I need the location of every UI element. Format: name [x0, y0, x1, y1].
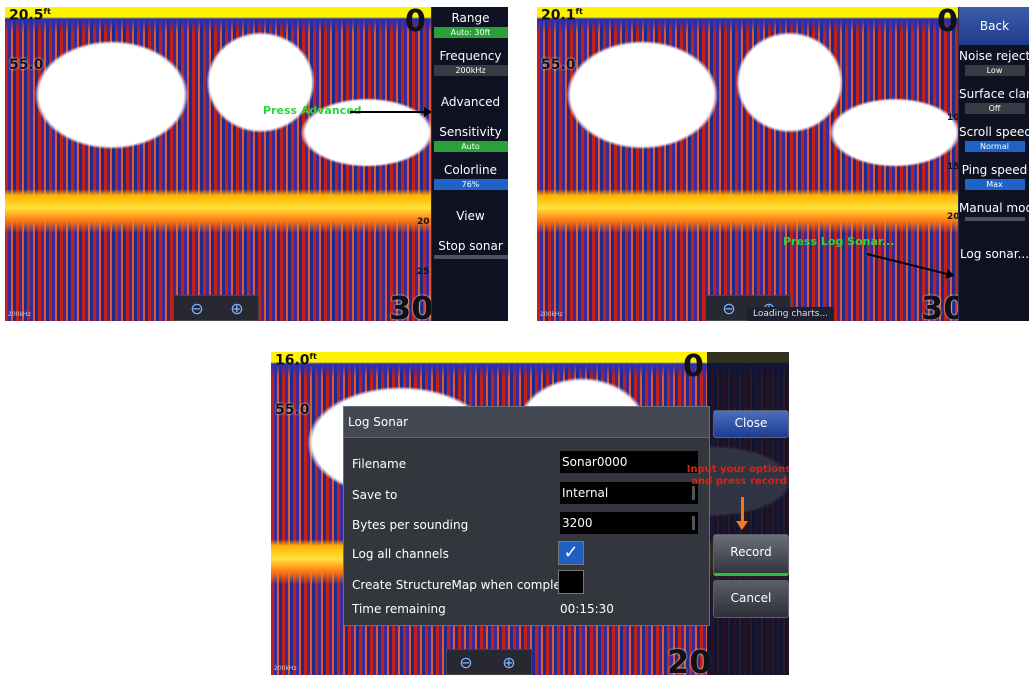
range-bottom-label: 30 [389, 289, 434, 321]
frequency-label: 200kHz [274, 665, 297, 672]
menu-item-stop-sonar[interactable]: Stop sonar [432, 235, 508, 273]
loading-status: Loading charts... [747, 307, 835, 321]
menu-item-noise-rejection[interactable]: Noise rejectionLow [959, 49, 1029, 76]
menu-item-colorline[interactable]: Colorline 76% [432, 159, 508, 197]
annotation-text: Press Log Sonar... [783, 235, 895, 248]
sonar-display [537, 7, 958, 321]
filename-field[interactable]: Sonar0000 [560, 451, 698, 473]
close-button[interactable]: Close [713, 410, 789, 438]
zoom-in-icon[interactable]: ⊕ [502, 653, 516, 672]
zoom-out-icon[interactable]: ⊖ [722, 299, 736, 318]
screenshot-advanced-menu: 20.5ft 55.0 0 20 25 30 Press Advanced ⊖ … [5, 7, 508, 321]
log-sonar-dialog: Log Sonar Filename Sonar0000 Save to Int… [343, 406, 710, 626]
menu-item-back[interactable]: Back [959, 7, 1029, 45]
menu-item-log-sonar[interactable]: Log sonar... [959, 247, 1029, 261]
time-remaining-value: 00:15:30 [560, 602, 614, 616]
temperature-readout: 55.0 [275, 402, 310, 418]
menu-item-scroll-speed[interactable]: Scroll speed Normal [959, 125, 1029, 152]
log-all-channels-label: Log all channels [352, 547, 449, 561]
ruler-label: 20 [947, 212, 960, 222]
arrow-icon [736, 497, 748, 530]
frequency-label: 200kHz [540, 311, 563, 318]
menu-item-advanced[interactable]: Advanced [440, 95, 501, 109]
menu-item-sensitivity[interactable]: Sensitivity Auto [432, 121, 508, 159]
instruction-text: Input your options and press record [686, 464, 789, 487]
save-to-select[interactable]: Internal [560, 482, 698, 504]
temperature-readout: 55.0 [541, 57, 576, 73]
depth-readout: 16.0ft [275, 352, 317, 369]
checkmark-icon: ✓ [563, 542, 579, 563]
screenshot-log-sonar-menu: 20.1ft 55.0 0 10 15 20 30 Press Log Sona… [537, 7, 1029, 321]
sonar-menu: Range Auto: 30ft Frequency 200kHz Advanced… [431, 7, 508, 321]
depth-readout: 20.5ft [9, 7, 51, 24]
frequency-label: 200kHz [8, 311, 31, 318]
range-bottom-label: 20 [667, 643, 712, 675]
ruler-label: 20 [417, 217, 430, 227]
select-caret-icon [692, 486, 695, 500]
range-top-label: 0 [937, 7, 958, 39]
cancel-button[interactable]: Cancel [713, 580, 789, 618]
zoom-in-icon[interactable]: ⊕ [230, 299, 244, 318]
menu-item-frequency[interactable]: Frequency 200kHz [432, 45, 508, 83]
arrow-icon [350, 107, 432, 117]
time-remaining-label: Time remaining [352, 602, 446, 616]
ruler-label: 10 [947, 113, 960, 123]
menu-item-range[interactable]: Range Auto: 30ft [432, 7, 508, 45]
menu-item-manual-mode[interactable]: Manual mode [959, 197, 1029, 235]
menu-item-surface-clarity[interactable]: Surface clarityOff [959, 87, 1029, 114]
depth-readout: 20.1ft [541, 7, 583, 24]
select-caret-icon [692, 516, 695, 530]
filename-label: Filename [352, 457, 407, 471]
dialog-title: Log Sonar [344, 407, 709, 438]
ruler-label: 25 [417, 267, 430, 277]
dimmed-menu [707, 352, 789, 675]
zoom-out-icon[interactable]: ⊖ [190, 299, 204, 318]
create-structuremap-label: Create StructureMap when complete [352, 578, 573, 592]
annotation-text: Press Advanced [263, 104, 362, 117]
zoom-bar [173, 295, 259, 321]
menu-item-ping-speed[interactable]: Ping speed Max [961, 163, 1028, 190]
save-to-label: Save to [352, 488, 398, 502]
menu-item-view[interactable]: View [456, 209, 485, 223]
create-structuremap-checkbox[interactable] [558, 570, 584, 594]
record-button[interactable]: Record [713, 534, 789, 576]
bytes-per-sounding-label: Bytes per sounding [352, 518, 469, 532]
log-all-channels-checkbox[interactable]: ✓ [558, 541, 584, 565]
zoom-out-icon[interactable]: ⊖ [459, 653, 473, 672]
screenshot-log-sonar-dialog: 16.0ft 55.0 0 20 ⊖ ⊕ 200kHz Log Sonar Fi… [271, 352, 789, 675]
ruler-label: 15 [947, 162, 960, 172]
bytes-per-sounding-select[interactable]: 3200 [560, 512, 698, 534]
range-top-label: 0 [405, 7, 426, 39]
advanced-menu: Back Noise rejectionLow Surface clarityO… [958, 7, 1029, 321]
sonar-display [5, 7, 431, 321]
range-top-label: 0 [683, 352, 704, 384]
temperature-readout: 55.0 [9, 57, 44, 73]
